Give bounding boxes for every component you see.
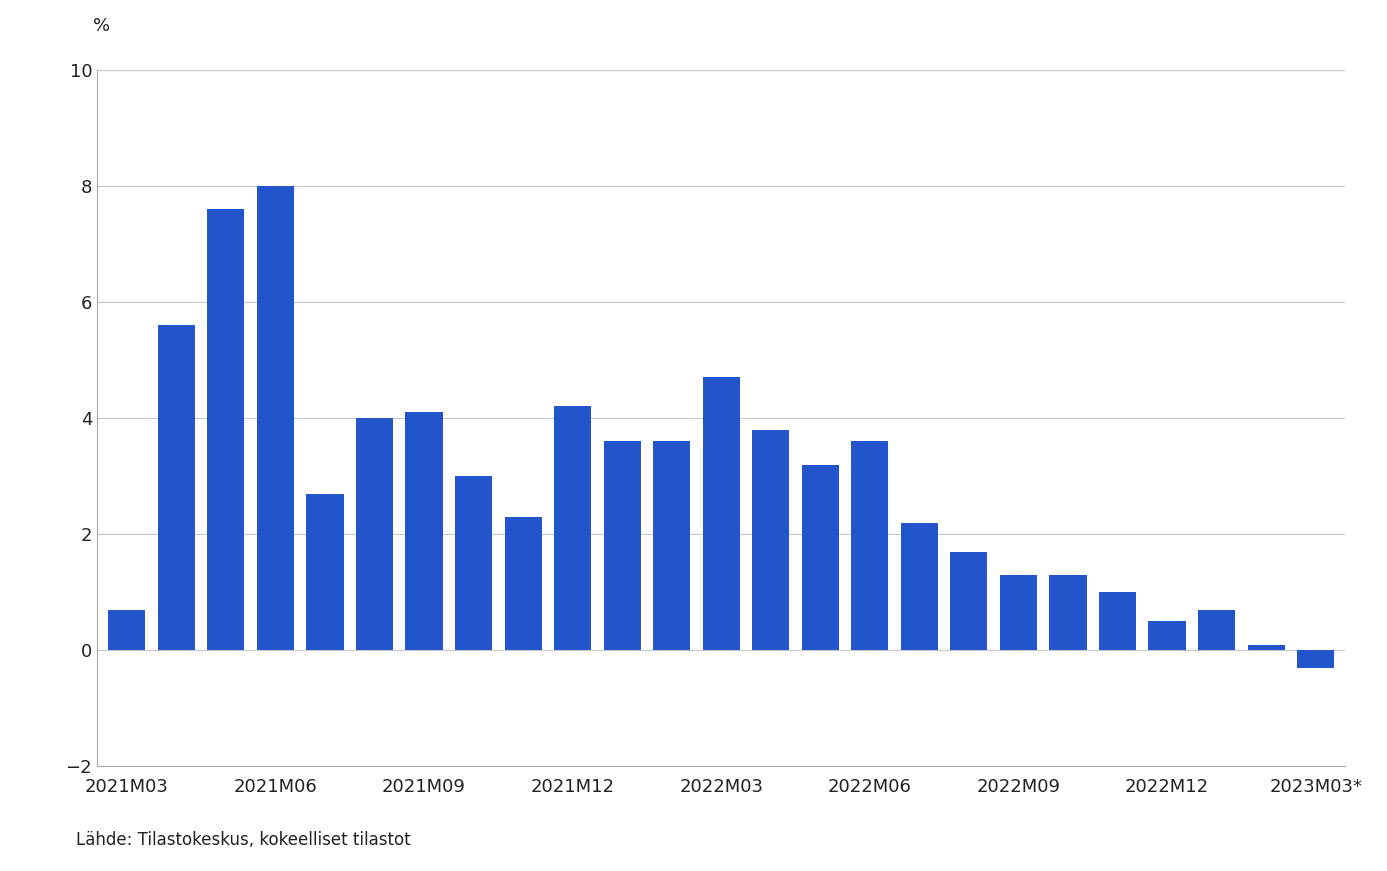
Bar [405,412,442,651]
Bar [802,464,839,651]
Bar [257,186,294,651]
Text: Lähde: Tilastokeskus, kokeelliset tilastot: Lähde: Tilastokeskus, kokeelliset tilast… [76,831,411,849]
Bar [752,429,789,651]
Bar [1099,592,1136,651]
Bar [158,325,196,651]
Bar [356,418,393,651]
Bar [307,494,344,651]
Bar [207,209,244,651]
Bar [455,476,492,651]
Bar [1050,575,1086,651]
Bar [1297,651,1334,668]
Bar [1148,621,1186,651]
Bar [553,407,591,651]
Bar [703,377,739,651]
Bar [1198,610,1236,651]
Bar [1000,575,1037,651]
Bar [852,442,889,651]
Bar [653,442,691,651]
Bar [108,610,146,651]
Bar [900,523,938,651]
Bar [505,517,542,651]
Bar [950,551,988,651]
Text: %: % [93,17,111,35]
Bar [1247,645,1284,651]
Bar [603,442,641,651]
